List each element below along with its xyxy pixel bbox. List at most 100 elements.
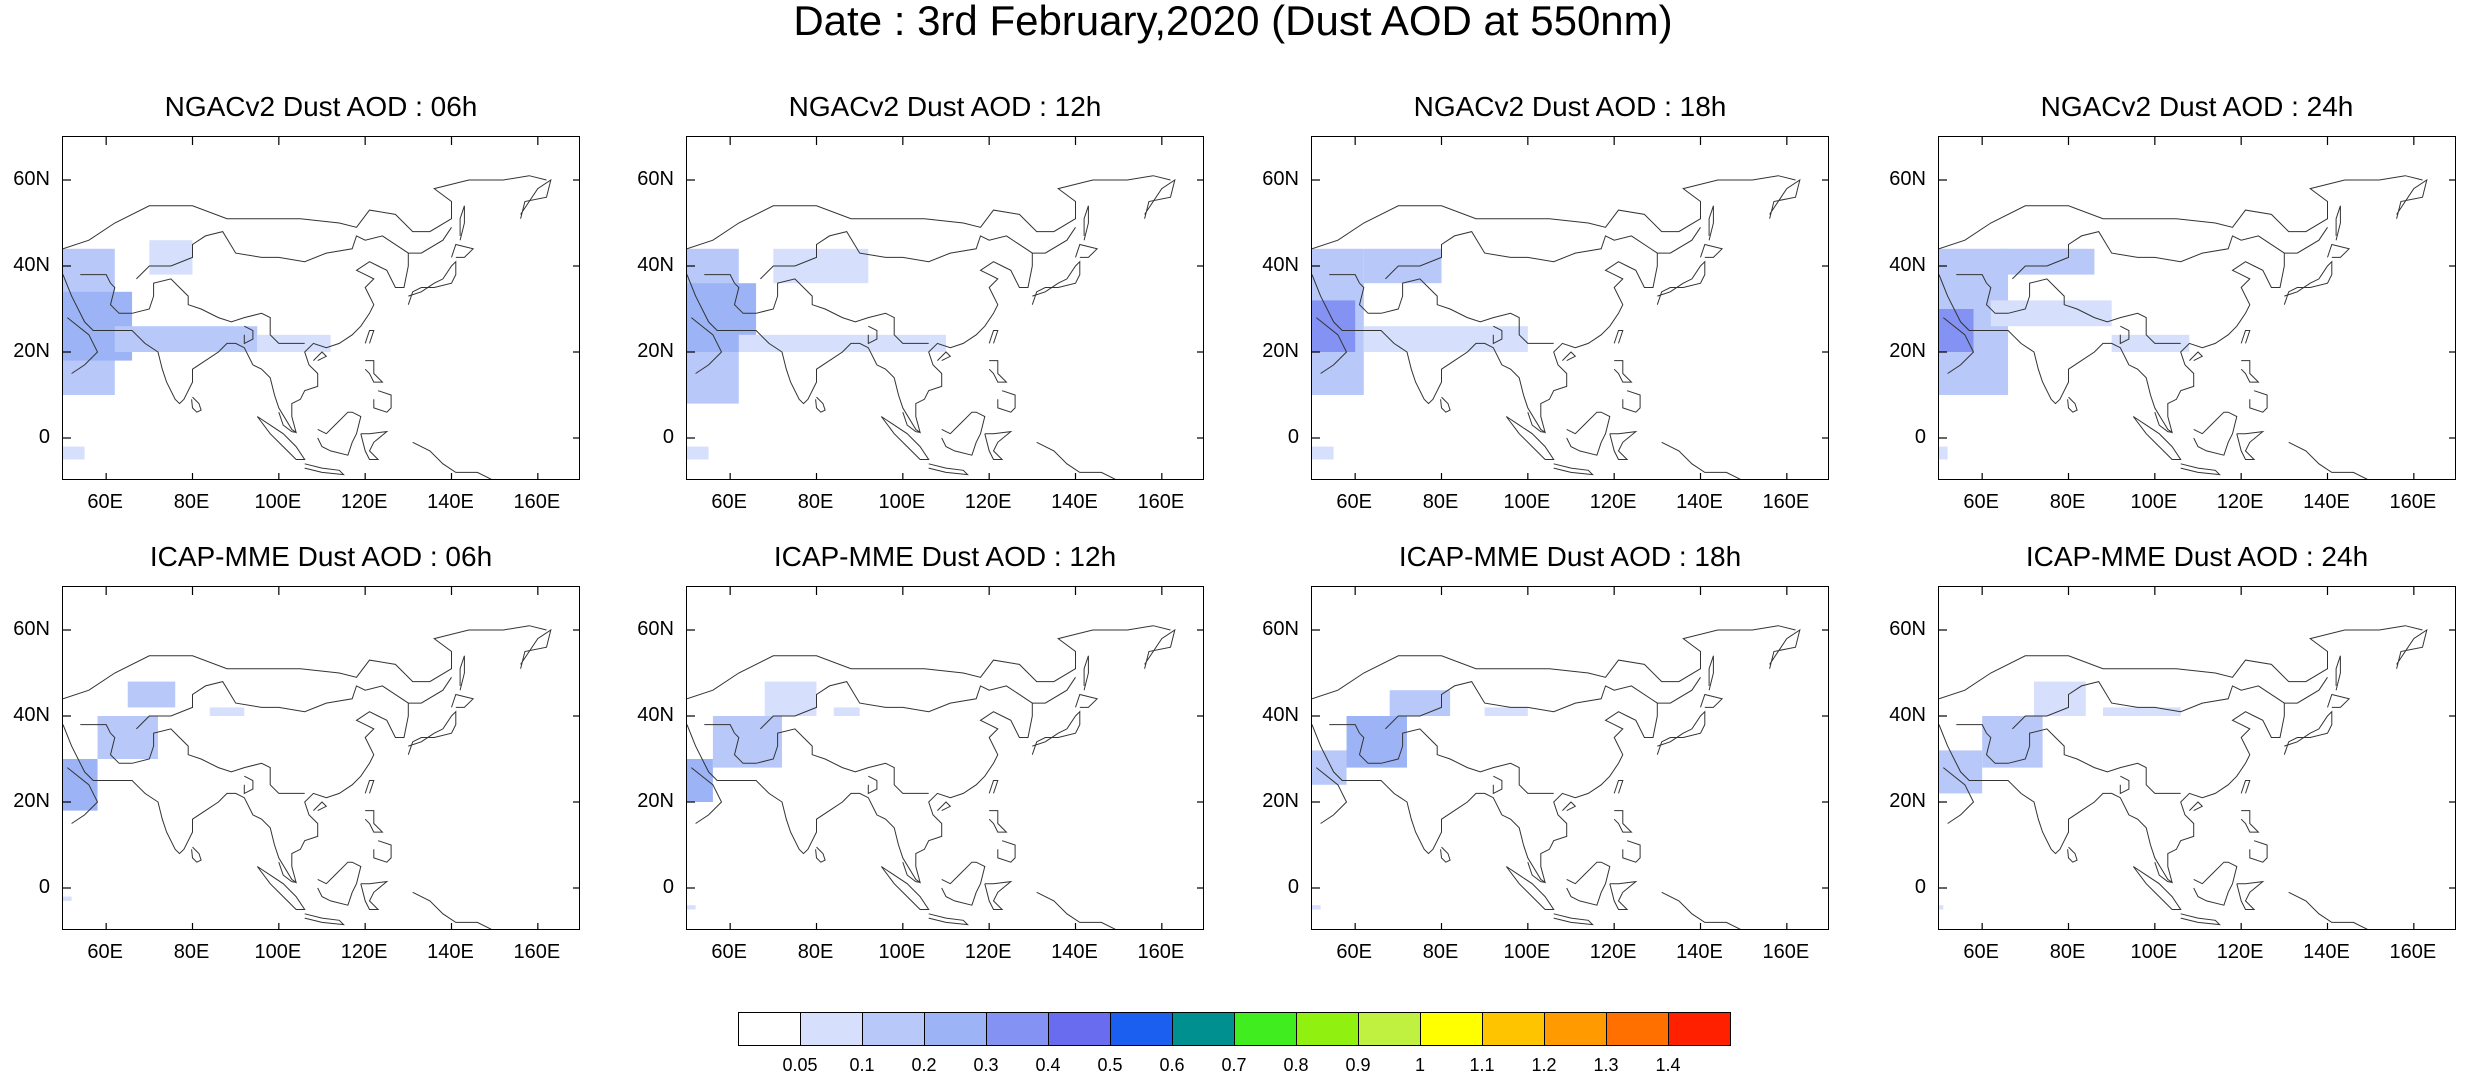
coastline xyxy=(1031,260,1081,305)
panel-title: NGACv2 Dust AOD : 12h xyxy=(788,91,1102,122)
x-tick-label: 120E xyxy=(964,491,1012,513)
panel-title: NGACv2 Dust AOD : 24h xyxy=(2040,91,2354,122)
coastline xyxy=(704,274,735,284)
coastline xyxy=(2283,260,2333,305)
dust-plume xyxy=(1312,300,1356,352)
coastline xyxy=(407,710,457,755)
coastline xyxy=(1956,724,1987,734)
dust-plume xyxy=(687,446,709,460)
coastline xyxy=(880,416,930,460)
coastline xyxy=(1553,463,1594,476)
coastline xyxy=(1312,677,1701,884)
colorbar-swatch xyxy=(1482,1012,1545,1046)
coastline xyxy=(1622,840,1641,863)
coastline xyxy=(1939,625,2423,700)
coastline xyxy=(2154,862,2173,883)
coastline xyxy=(2012,231,2285,280)
coastline xyxy=(937,351,952,362)
y-tick-label: 0 xyxy=(1914,876,1926,898)
dust-plume xyxy=(1389,690,1451,716)
map-panel xyxy=(1311,136,1829,480)
coastline xyxy=(941,861,986,906)
coastline xyxy=(902,412,921,433)
coastline xyxy=(191,846,202,863)
coastline xyxy=(1769,628,1801,669)
x-tick-label: 60E xyxy=(87,941,123,963)
colorbar-swatch xyxy=(1296,1012,1359,1046)
y-tick-label: 40N xyxy=(1262,704,1299,726)
coastline xyxy=(136,231,409,280)
coastline xyxy=(2180,913,2221,926)
x-tick-label: 100E xyxy=(878,941,926,963)
coastline xyxy=(1385,681,1658,730)
coastline xyxy=(1505,866,1555,910)
coastline xyxy=(1609,430,1638,460)
coastline xyxy=(1985,278,2181,344)
x-tick-label: 100E xyxy=(1503,491,1551,513)
coastline xyxy=(2240,330,2251,344)
coastline xyxy=(243,775,254,795)
x-tick-label: 80E xyxy=(2049,491,2086,513)
coastline xyxy=(317,411,362,456)
coastline xyxy=(1312,175,1796,250)
y-tick-label: 60N xyxy=(13,168,50,190)
coastline xyxy=(63,227,452,434)
coastline xyxy=(2154,412,2173,433)
map-canvas xyxy=(1939,587,2455,929)
coastline xyxy=(109,728,305,794)
x-tick-label: 160E xyxy=(2389,941,2437,963)
coastline xyxy=(760,231,1033,280)
coastline xyxy=(1440,846,1451,863)
map-panel xyxy=(62,586,580,930)
y-tick-label: 40N xyxy=(637,704,674,726)
dust-plume xyxy=(764,681,817,716)
coastline xyxy=(364,330,375,344)
x-tick-label: 80E xyxy=(1422,941,1459,963)
coastline xyxy=(1329,274,1360,284)
colorbar-label: 0.7 xyxy=(1221,1055,1247,1075)
coastline xyxy=(997,840,1016,863)
y-tick-label: 20N xyxy=(13,790,50,812)
coastline xyxy=(80,724,111,734)
coastline xyxy=(63,677,452,884)
coastline xyxy=(2119,325,2130,345)
coastline xyxy=(1083,205,1089,241)
coastline xyxy=(80,274,111,284)
coastline xyxy=(1956,274,1987,284)
x-tick-label: 120E xyxy=(2216,491,2264,513)
dust-plume xyxy=(738,334,946,352)
map-panel xyxy=(1938,136,2456,480)
coastline xyxy=(902,862,921,883)
colorbar-label: 0.2 xyxy=(911,1055,937,1075)
coastline xyxy=(988,360,1008,383)
coastline xyxy=(690,767,723,824)
coastline xyxy=(451,693,475,708)
map-canvas xyxy=(1312,137,1828,479)
x-tick-label: 60E xyxy=(87,491,123,513)
x-tick-label: 80E xyxy=(1422,491,1459,513)
coastline xyxy=(1566,411,1611,456)
coastline xyxy=(1031,710,1081,755)
coastline xyxy=(1312,227,1701,434)
panel-title: ICAP-MME Dust AOD : 06h xyxy=(149,541,493,572)
colorbar-label: 0.4 xyxy=(1035,1055,1061,1075)
coastline xyxy=(66,317,99,374)
x-tick-label: 120E xyxy=(340,941,388,963)
colorbar-label: 1.4 xyxy=(1655,1055,1681,1075)
colorbar-label: 1.3 xyxy=(1593,1055,1619,1075)
coastline xyxy=(520,628,552,669)
dust-plume xyxy=(1312,446,1334,460)
coastline xyxy=(2249,840,2268,863)
y-tick-label: 20N xyxy=(637,340,674,362)
coastline xyxy=(2288,441,2368,479)
coastline xyxy=(1036,441,1116,479)
coastline xyxy=(2249,390,2268,413)
coastline xyxy=(1329,724,1360,734)
coastline xyxy=(2193,411,2238,456)
coastline xyxy=(704,724,735,734)
dust-plume xyxy=(2103,707,2181,716)
coastline xyxy=(2335,655,2341,691)
dust-plume xyxy=(97,716,158,759)
y-tick-label: 60N xyxy=(1262,168,1299,190)
dust-plume xyxy=(1363,326,1528,352)
